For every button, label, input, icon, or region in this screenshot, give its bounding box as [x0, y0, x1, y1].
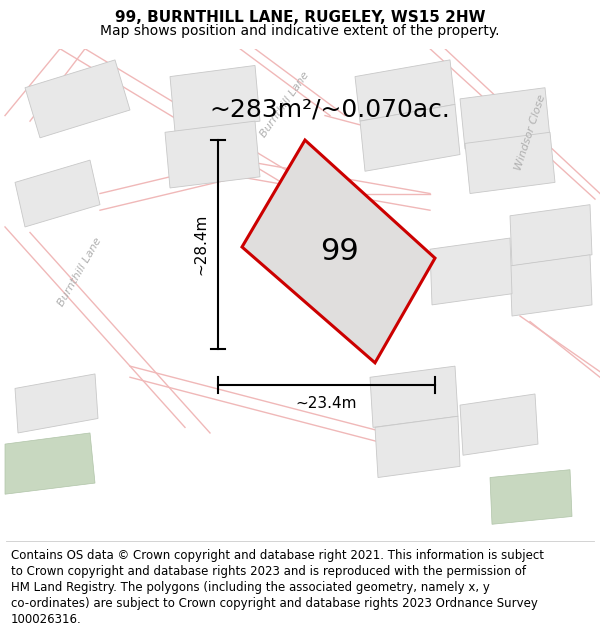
Text: Windsor Close: Windsor Close: [513, 93, 547, 171]
Text: Burnthill Lane: Burnthill Lane: [56, 236, 104, 308]
Polygon shape: [370, 366, 458, 428]
Polygon shape: [510, 255, 592, 316]
Polygon shape: [242, 140, 435, 362]
Text: to Crown copyright and database rights 2023 and is reproduced with the permissio: to Crown copyright and database rights 2…: [11, 565, 526, 578]
Polygon shape: [15, 374, 98, 433]
Text: HM Land Registry. The polygons (including the associated geometry, namely x, y: HM Land Registry. The polygons (includin…: [11, 581, 490, 594]
Polygon shape: [355, 60, 455, 121]
Polygon shape: [170, 66, 260, 132]
Text: 99: 99: [320, 238, 359, 266]
Polygon shape: [165, 121, 260, 188]
Polygon shape: [5, 433, 95, 494]
Polygon shape: [490, 470, 572, 524]
Text: Burnthill Lane: Burnthill Lane: [259, 70, 311, 139]
Polygon shape: [25, 60, 130, 138]
Polygon shape: [460, 88, 550, 149]
Text: ~28.4m: ~28.4m: [193, 214, 208, 276]
Polygon shape: [460, 394, 538, 455]
Text: ~23.4m: ~23.4m: [296, 396, 357, 411]
Polygon shape: [360, 104, 460, 171]
Text: Contains OS data © Crown copyright and database right 2021. This information is : Contains OS data © Crown copyright and d…: [11, 549, 544, 562]
Text: 100026316.: 100026316.: [11, 613, 82, 625]
Text: co-ordinates) are subject to Crown copyright and database rights 2023 Ordnance S: co-ordinates) are subject to Crown copyr…: [11, 597, 538, 610]
Polygon shape: [430, 238, 512, 305]
Polygon shape: [15, 160, 100, 227]
Text: Map shows position and indicative extent of the property.: Map shows position and indicative extent…: [100, 24, 500, 38]
Polygon shape: [510, 204, 592, 266]
Text: 99, BURNTHILL LANE, RUGELEY, WS15 2HW: 99, BURNTHILL LANE, RUGELEY, WS15 2HW: [115, 10, 485, 25]
Polygon shape: [465, 132, 555, 194]
Text: ~283m²/~0.070ac.: ~283m²/~0.070ac.: [209, 97, 451, 121]
Polygon shape: [375, 416, 460, 478]
